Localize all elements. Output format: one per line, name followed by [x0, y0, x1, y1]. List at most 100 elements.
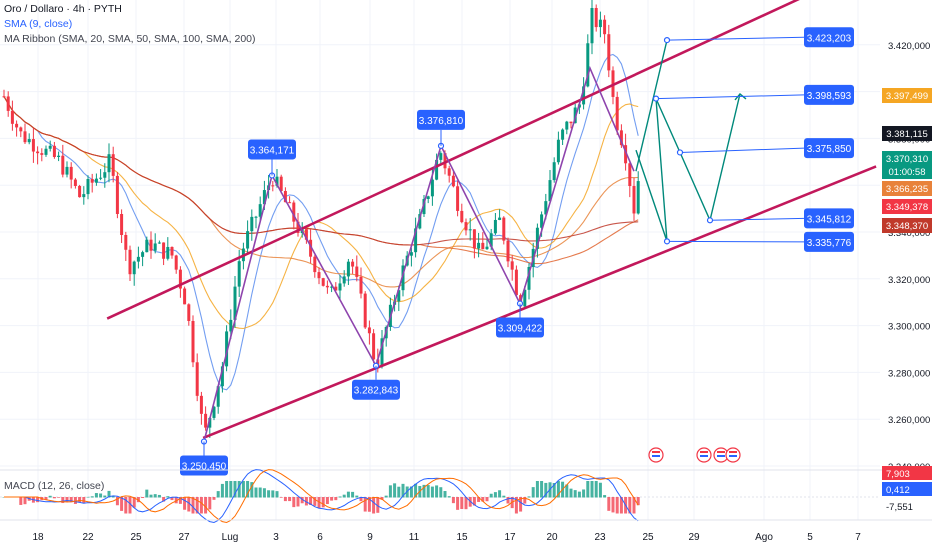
macd-bar [527, 496, 531, 498]
macd-bar [52, 497, 56, 499]
candle-body [603, 19, 607, 35]
candle-body [170, 246, 174, 256]
candle [107, 143, 111, 183]
candle-body [367, 327, 371, 334]
time-tick-label: 9 [367, 532, 373, 543]
candle [145, 236, 149, 253]
macd-bar [82, 497, 86, 504]
candle-body [288, 202, 292, 204]
candle [460, 203, 464, 224]
macd-bar [615, 497, 619, 514]
time-tick-label: 23 [594, 532, 606, 543]
candle-body [510, 261, 514, 270]
swing-label-box [248, 139, 296, 160]
candle [456, 180, 460, 217]
macd-bar [90, 496, 94, 498]
candle [472, 229, 476, 259]
macd-bar [321, 497, 325, 508]
candle [40, 148, 44, 162]
candle [36, 146, 40, 165]
candle-body [317, 272, 321, 279]
macd-bar [149, 494, 153, 498]
macd-bar [94, 493, 98, 498]
target-label: 3.398,593 [652, 84, 854, 105]
candle-body [78, 185, 82, 198]
candle [288, 196, 292, 204]
legend-ribbon[interactable]: MA Ribbon (SMA, 20, SMA, 50, SMA, 100, S… [4, 33, 256, 45]
target-label-box [804, 84, 854, 105]
candle-body [199, 395, 203, 414]
candle [363, 291, 367, 330]
candle [586, 34, 590, 88]
macd-bar [464, 497, 468, 510]
macd-bar [636, 497, 640, 506]
candle [594, 4, 598, 32]
candle [258, 196, 262, 222]
candle-body [212, 406, 216, 418]
macd-axis-badge-box [882, 466, 932, 480]
candle [552, 157, 556, 183]
axis-price-badge: 01:00:58 [882, 164, 932, 179]
candle [124, 231, 128, 261]
candle-body [351, 261, 355, 267]
candle [367, 320, 371, 345]
macd-bar [556, 481, 560, 498]
macd-bar [363, 497, 367, 512]
macd-bar [594, 481, 598, 498]
candle-body [569, 121, 573, 124]
macd-bar [485, 497, 489, 502]
candle-body [145, 239, 149, 253]
macd-bar [535, 481, 539, 498]
macd-signal-line [4, 469, 639, 524]
macd-bar [330, 497, 334, 501]
axis-price-badge-box [882, 151, 932, 166]
legend-sma[interactable]: SMA (9, close) [4, 18, 73, 30]
macd-bar [145, 489, 149, 498]
axis-price-badge-text: 3.366,235 [886, 184, 928, 195]
macd-bar [338, 496, 342, 498]
macd-bar [292, 497, 296, 508]
candle-body [225, 331, 229, 367]
macd-bar [426, 485, 430, 498]
macd-bar [107, 490, 111, 498]
price-tick-label: 3.260,000 [888, 415, 930, 426]
macd-bar [569, 488, 573, 498]
flag-icon-stripe [729, 451, 737, 453]
macd-bar [409, 486, 413, 498]
candle [279, 174, 283, 194]
target-label-box [804, 208, 854, 229]
target-label: 3.423,203 [663, 27, 854, 48]
candle [99, 169, 103, 181]
target-origin-point [663, 37, 671, 44]
candle-body [397, 290, 401, 302]
flag-icon-stripe [652, 455, 660, 457]
macd-bar [254, 487, 258, 498]
target-label-text: 3.345,812 [807, 214, 852, 225]
candle-body [292, 202, 296, 222]
price-tick-label: 3.340,000 [888, 228, 930, 239]
macd-line [4, 469, 639, 524]
time-tick-label: 25 [642, 532, 654, 543]
candle [409, 247, 413, 267]
candle [565, 120, 569, 135]
candle-body [111, 154, 115, 176]
candle-body [489, 233, 493, 247]
legend-symbol[interactable]: Oro / Dollaro · 4h · PYTH [4, 3, 122, 15]
time-tick-label: 6 [317, 532, 323, 543]
candle [527, 263, 531, 300]
swing-label: 3.376,810 [417, 109, 465, 146]
candle [44, 145, 48, 157]
candle [132, 260, 136, 286]
time-tick-label: Lug [222, 532, 239, 543]
candle [414, 217, 418, 258]
candle [23, 123, 27, 145]
candle-body [27, 139, 31, 143]
flag-icon-stripe [700, 451, 708, 453]
candle-body [120, 213, 124, 235]
legend-macd[interactable]: MACD (12, 26, close) [4, 480, 105, 492]
candle-body [414, 228, 418, 253]
candle [510, 255, 514, 281]
macd-bar [195, 497, 199, 514]
